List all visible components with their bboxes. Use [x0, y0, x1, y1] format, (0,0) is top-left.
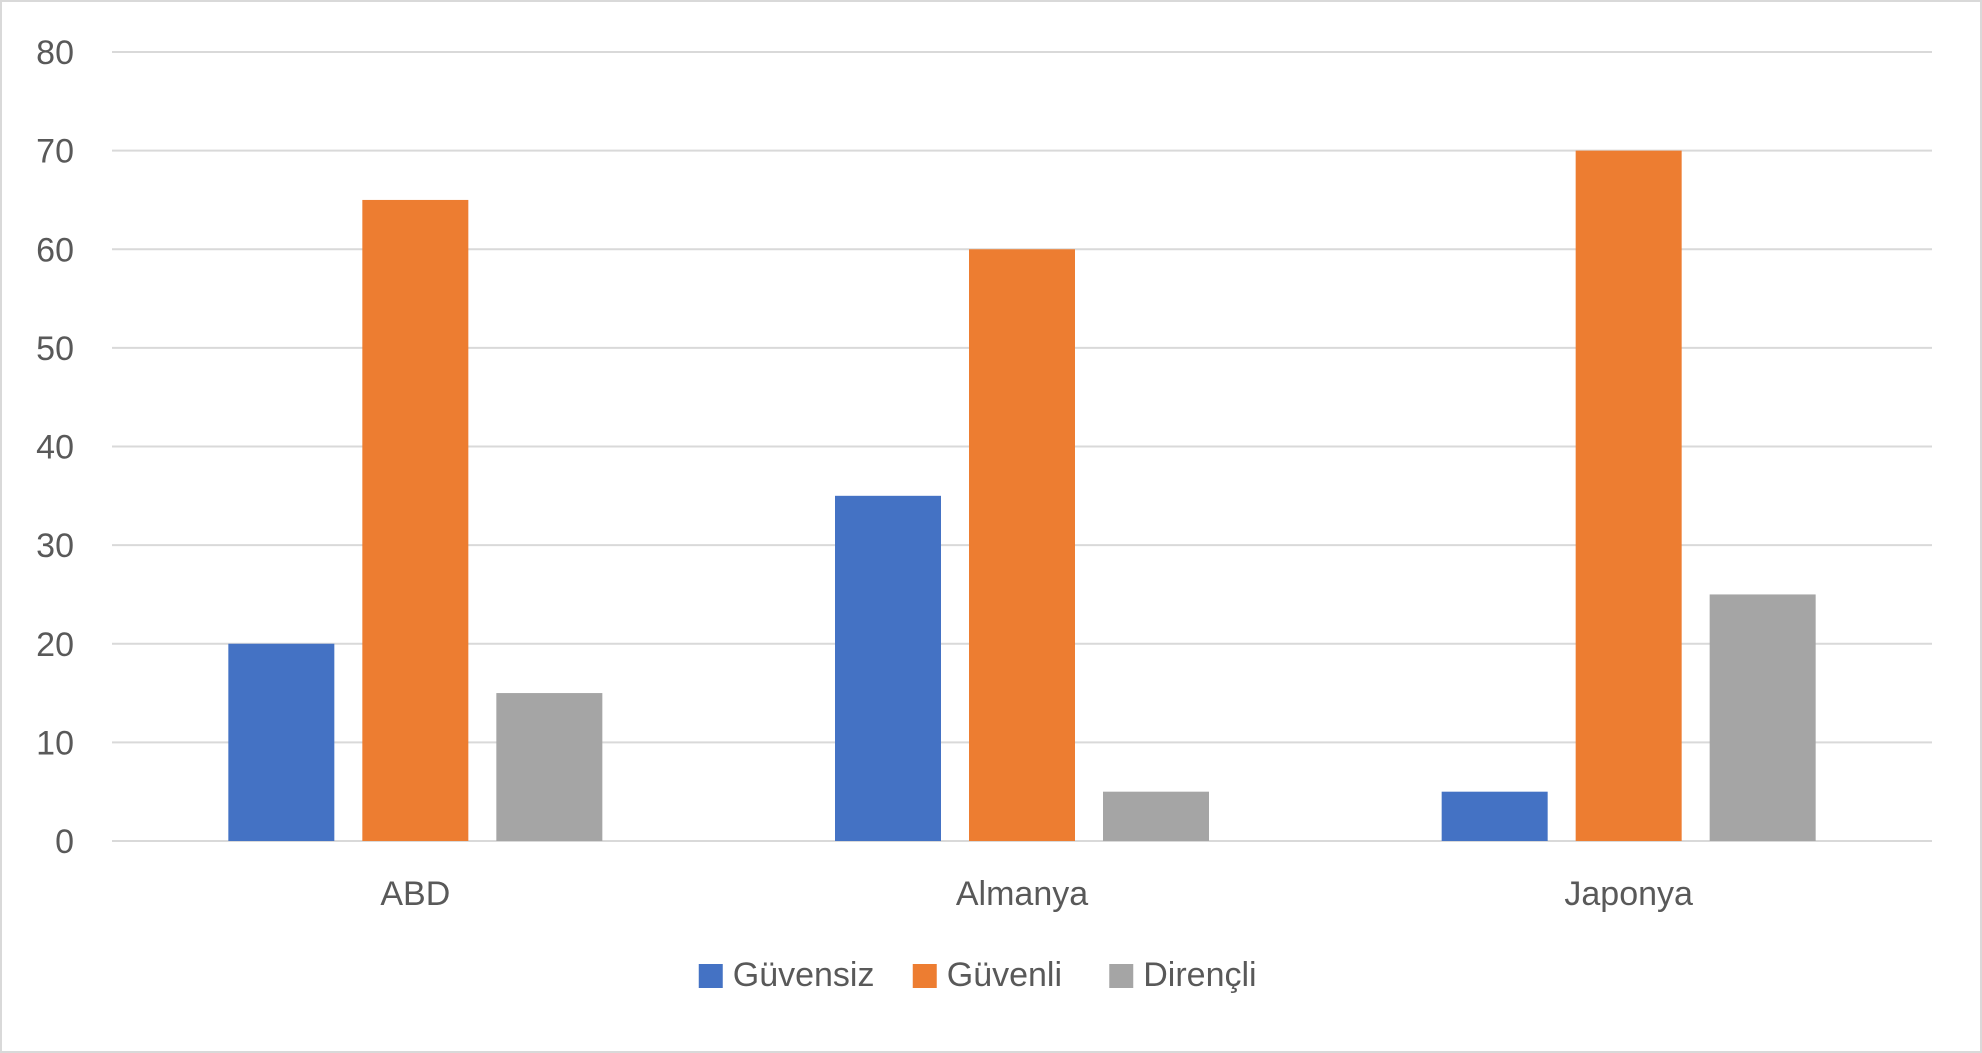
y-tick-label: 0 — [55, 823, 74, 861]
y-tick-label: 60 — [36, 231, 74, 269]
y-tick-label: 30 — [36, 527, 74, 565]
y-tick-label: 10 — [36, 724, 74, 762]
bar-abd-2 — [496, 693, 603, 841]
legend-swatch — [698, 964, 723, 988]
bar-japonya-1 — [1575, 150, 1682, 841]
x-category-label: Japonya — [1564, 875, 1693, 913]
legend-label: Dirençli — [1143, 956, 1256, 994]
y-tick-label: 70 — [36, 133, 74, 171]
bar-japonya-2 — [1709, 594, 1816, 841]
y-tick-label: 20 — [36, 626, 74, 664]
bar-abd-0 — [228, 643, 335, 841]
bar-japonya-0 — [1441, 791, 1548, 841]
legend-item: Güvenli — [912, 956, 1062, 994]
y-tick-label: 50 — [36, 330, 74, 368]
y-tick-label: 40 — [36, 429, 74, 467]
legend-label: Güvenli — [947, 956, 1062, 994]
legend-swatch — [912, 964, 937, 988]
legend: Güvensiz Güvenli Dirençli — [698, 956, 1257, 994]
bar-almanya-0 — [835, 495, 941, 841]
legend-label: Güvensiz — [733, 956, 875, 994]
x-category-label: ABD — [380, 875, 450, 913]
legend-swatch — [1109, 964, 1134, 988]
bar-almanya-2 — [1103, 791, 1209, 841]
x-category-label: Almanya — [956, 875, 1088, 913]
y-tick-label: 80 — [36, 34, 74, 72]
x-axis-category-labels: ABD Almanya Japonya — [380, 875, 1693, 913]
legend-item: Dirençli — [1109, 956, 1257, 994]
bar-abd-1 — [362, 199, 469, 841]
legend-item: Güvensiz — [698, 956, 875, 994]
y-axis-tick-labels: 0 10 20 30 40 50 60 70 80 — [36, 34, 74, 861]
bar-almanya-1 — [969, 249, 1075, 841]
bars — [228, 150, 1816, 841]
